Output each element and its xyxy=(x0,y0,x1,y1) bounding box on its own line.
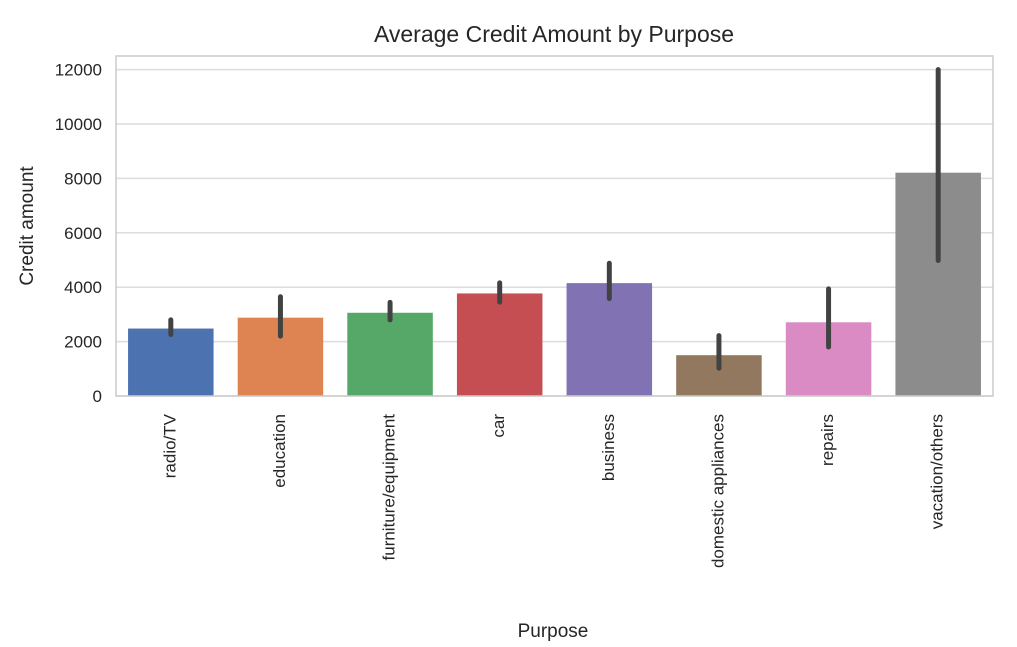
x-tick-label: repairs xyxy=(818,414,837,466)
x-tick-label: car xyxy=(489,414,508,438)
bar xyxy=(566,283,653,396)
y-tick-label: 0 xyxy=(93,387,102,406)
y-tick-label: 2000 xyxy=(64,333,102,352)
x-tick-label: business xyxy=(599,414,618,481)
x-tick-label: education xyxy=(270,414,289,488)
y-tick-label: 6000 xyxy=(64,224,102,243)
error-bars xyxy=(168,67,941,371)
y-tick-label: 12000 xyxy=(55,61,102,80)
x-tick-label: vacation/others xyxy=(928,414,947,529)
plot-frame xyxy=(115,55,994,397)
bars xyxy=(128,172,981,396)
x-axis-label: Purpose xyxy=(518,621,589,642)
y-axis-label: Credit amount xyxy=(17,166,38,286)
x-tick-label: radio/TV xyxy=(160,413,179,478)
y-tick-label: 10000 xyxy=(55,115,102,134)
bar xyxy=(456,293,543,396)
bar xyxy=(347,312,433,396)
y-tick-label: 8000 xyxy=(64,169,102,188)
x-axis-ticks: radio/TV education furniture/equipment car b… xyxy=(160,413,946,568)
y-tick-label: 4000 xyxy=(64,278,102,297)
y-axis-ticks: 0 2000 4000 6000 8000 10000 12000 xyxy=(55,61,102,406)
x-tick-label: furniture/equipment xyxy=(380,414,399,561)
chart-title: Average Credit Amount by Purpose xyxy=(374,21,734,47)
bar xyxy=(128,328,214,396)
x-tick-label: domestic appliances xyxy=(708,414,727,568)
